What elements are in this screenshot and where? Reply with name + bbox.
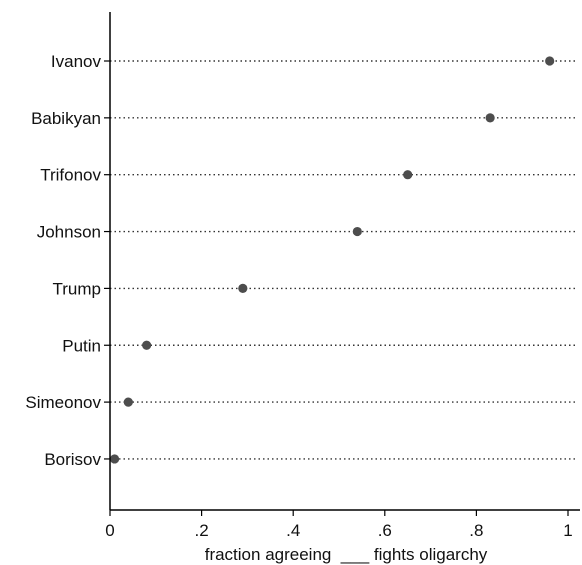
axes	[109, 12, 580, 511]
marker-trifonov	[403, 170, 413, 180]
x-tick-label: .6	[378, 521, 392, 540]
x-axis-ticks: 0 .2 .4 .6 .8 1	[105, 510, 573, 540]
category-label-putin: Putin	[62, 336, 101, 355]
category-label-simeonov: Simeonov	[25, 393, 101, 412]
marker-ivanov	[545, 56, 555, 66]
marker-borisov	[109, 454, 120, 464]
x-tick-label: .8	[469, 521, 483, 540]
guide-lines	[110, 60, 578, 460]
x-tick-label: .4	[286, 521, 300, 540]
x-axis-title: fraction agreeing ___ fights oligarchy	[205, 545, 488, 564]
marker-babikyan	[485, 113, 495, 123]
category-label-trifonov: Trifonov	[40, 166, 101, 185]
x-tick-label: 0	[105, 521, 114, 540]
category-label-ivanov: Ivanov	[51, 52, 102, 71]
category-labels: Ivanov Babikyan Trifonov Johnson Trump Putin S…	[25, 52, 110, 469]
data-markers	[109, 56, 555, 464]
category-label-borisov: Borisov	[44, 450, 101, 469]
marker-simeonov	[123, 397, 133, 407]
x-tick-label: 1	[563, 521, 572, 540]
marker-putin	[142, 340, 152, 350]
category-label-johnson: Johnson	[37, 223, 101, 242]
category-label-babikyan: Babikyan	[31, 109, 101, 128]
marker-trump	[238, 283, 248, 293]
category-label-trump: Trump	[53, 279, 102, 298]
marker-johnson	[352, 226, 362, 237]
x-tick-label: .2	[195, 521, 209, 540]
